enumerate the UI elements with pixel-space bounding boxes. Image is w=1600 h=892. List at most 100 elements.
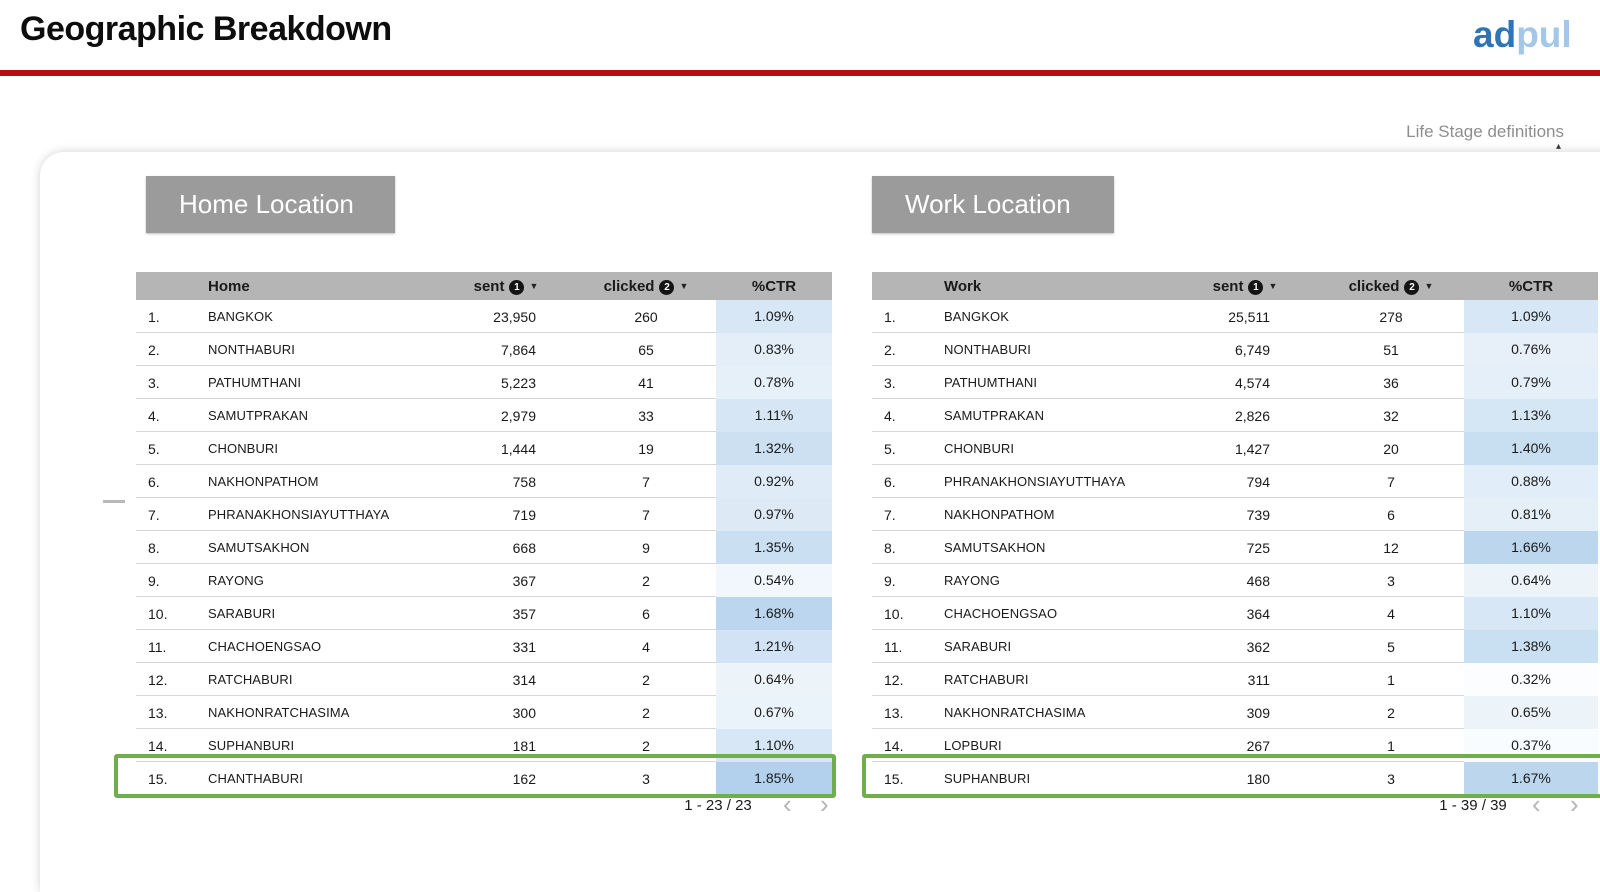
sent-value: 23,950 <box>493 308 536 325</box>
province-name: CHONBURI <box>208 441 279 456</box>
ctr-value: 0.78% <box>716 366 832 399</box>
row-rank: 12. <box>148 671 168 688</box>
life-stage-definitions-link[interactable]: Life Stage definitions <box>1406 122 1564 141</box>
clicked-value: 6 <box>642 605 650 622</box>
table-row: 6. PHRANAKHONSIAYUTTHAYA 794 7 0.88% <box>872 465 1598 498</box>
adpulse-logo: adpul <box>1473 14 1572 56</box>
sort-desc-arrow-icon: ▼ <box>1268 280 1278 291</box>
province-name: NONTHABURI <box>944 342 1031 357</box>
clicked-value: 65 <box>638 341 654 358</box>
row-rank: 11. <box>148 638 167 655</box>
row-rank: 4. <box>148 407 160 424</box>
row-rank: 15. <box>884 770 904 787</box>
ctr-value: 1.68% <box>716 597 832 630</box>
province-name: CHANTHABURI <box>208 771 303 786</box>
sent-value: 181 <box>512 737 536 754</box>
clicked-value: 1 <box>1387 671 1395 688</box>
sent-value: 2,826 <box>1234 407 1270 424</box>
ctr-value: 1.85% <box>716 762 832 795</box>
clicked-value: 19 <box>638 440 654 457</box>
work-table-header: Work sent 1 ▼ clicked 2 ▼ %CTR <box>872 272 1598 300</box>
sent-value: 364 <box>1246 605 1270 622</box>
row-rank: 13. <box>148 704 168 721</box>
clicked-value: 3 <box>1387 770 1395 787</box>
row-rank: 7. <box>148 506 160 523</box>
sent-value: 309 <box>1246 704 1270 721</box>
column-header-work: Work <box>944 277 982 295</box>
row-rank: 10. <box>884 605 904 622</box>
column-header-sent[interactable]: sent 1 ▼ <box>436 278 576 295</box>
work-prev-page-chevron[interactable]: ‹ <box>1532 789 1541 819</box>
sent-value: 2,979 <box>500 407 536 424</box>
ctr-value: 0.97% <box>716 498 832 531</box>
ctr-value: 1.09% <box>1464 300 1598 333</box>
row-rank: 3. <box>148 374 160 391</box>
sent-value: 7,864 <box>500 341 536 358</box>
work-next-page-chevron[interactable]: › <box>1570 789 1579 819</box>
header-divider <box>0 70 1600 76</box>
row-rank: 7. <box>884 506 896 523</box>
clicked-value: 20 <box>1383 440 1399 457</box>
clicked-value: 260 <box>634 308 658 325</box>
home-next-page-chevron[interactable]: › <box>820 789 829 819</box>
ctr-value: 1.11% <box>716 399 832 432</box>
ctr-value: 0.54% <box>716 564 832 597</box>
sent-header-label: sent <box>1212 277 1244 295</box>
sent-value: 162 <box>512 770 536 787</box>
table-row: 11. SARABURI 362 5 1.38% <box>872 630 1598 663</box>
sent-value: 311 <box>1247 671 1270 688</box>
sent-value: 1,427 <box>1234 440 1270 457</box>
clicked-value: 3 <box>642 770 650 787</box>
ctr-value: 1.10% <box>1464 597 1598 630</box>
clicked-value: 2 <box>642 737 650 754</box>
ctr-value: 1.21% <box>716 630 832 663</box>
sent-value: 331 <box>512 638 536 655</box>
province-name: NAKHONPATHOM <box>208 474 319 489</box>
scroll-up-caret-icon: ▴ <box>1556 141 1562 152</box>
province-name: RATCHABURI <box>944 672 1029 687</box>
table-row: 15. SUPHANBURI 180 3 1.67% <box>872 762 1598 795</box>
province-name: RATCHABURI <box>208 672 293 687</box>
sort-order-2-badge: 2 <box>1404 279 1420 295</box>
table-row: 3. PATHUMTHANI 4,574 36 0.79% <box>872 366 1598 399</box>
province-name: NAKHONRATCHASIMA <box>208 705 350 720</box>
table-row: 12. RATCHABURI 314 2 0.64% <box>136 663 832 696</box>
province-name: NONTHABURI <box>208 342 295 357</box>
table-row: 1. BANGKOK 25,511 278 1.09% <box>872 300 1598 333</box>
column-header-ctr[interactable]: %CTR <box>751 277 797 295</box>
clicked-value: 33 <box>638 407 654 424</box>
ctr-value: 1.40% <box>1464 432 1598 465</box>
ctr-value: 0.76% <box>1464 333 1598 366</box>
sent-value: 314 <box>512 671 536 688</box>
province-name: PATHUMTHANI <box>944 375 1038 390</box>
sort-order-1-badge: 1 <box>509 279 525 295</box>
column-header-clicked[interactable]: clicked 2 ▼ <box>1318 278 1464 295</box>
clicked-header-label: clicked <box>603 277 655 295</box>
table-row: 11. CHACHOENGSAO 331 4 1.21% <box>136 630 832 663</box>
province-name: SARABURI <box>944 639 1012 654</box>
clicked-header-label: clicked <box>1348 277 1400 295</box>
ctr-value: 1.67% <box>1464 762 1598 795</box>
row-rank: 8. <box>148 539 160 556</box>
column-header-sent[interactable]: sent 1 ▼ <box>1172 278 1318 295</box>
highlight-box-work-row-15 <box>862 754 1600 798</box>
column-header-clicked[interactable]: clicked 2 ▼ <box>576 278 716 295</box>
clicked-value: 7 <box>642 473 650 490</box>
home-location-label: Home Location <box>146 176 395 233</box>
sent-value: 758 <box>512 473 536 490</box>
sort-order-1-badge: 1 <box>1248 279 1264 295</box>
ctr-value: 0.65% <box>1464 696 1598 729</box>
clicked-value: 6 <box>1387 506 1395 523</box>
province-name: SUPHANBURI <box>208 738 295 753</box>
sent-value: 5,223 <box>500 374 536 391</box>
sent-value: 719 <box>512 506 536 523</box>
ctr-value: 0.79% <box>1464 366 1598 399</box>
sent-value: 1,444 <box>500 440 536 457</box>
sent-value: 4,574 <box>1234 374 1270 391</box>
row-rank: 11. <box>884 638 903 655</box>
sort-desc-arrow-icon: ▼ <box>1424 280 1434 291</box>
column-header-ctr[interactable]: %CTR <box>1508 277 1554 295</box>
home-prev-page-chevron[interactable]: ‹ <box>783 789 792 819</box>
province-name: NAKHONRATCHASIMA <box>944 705 1086 720</box>
table-row: 9. RAYONG 367 2 0.54% <box>136 564 832 597</box>
